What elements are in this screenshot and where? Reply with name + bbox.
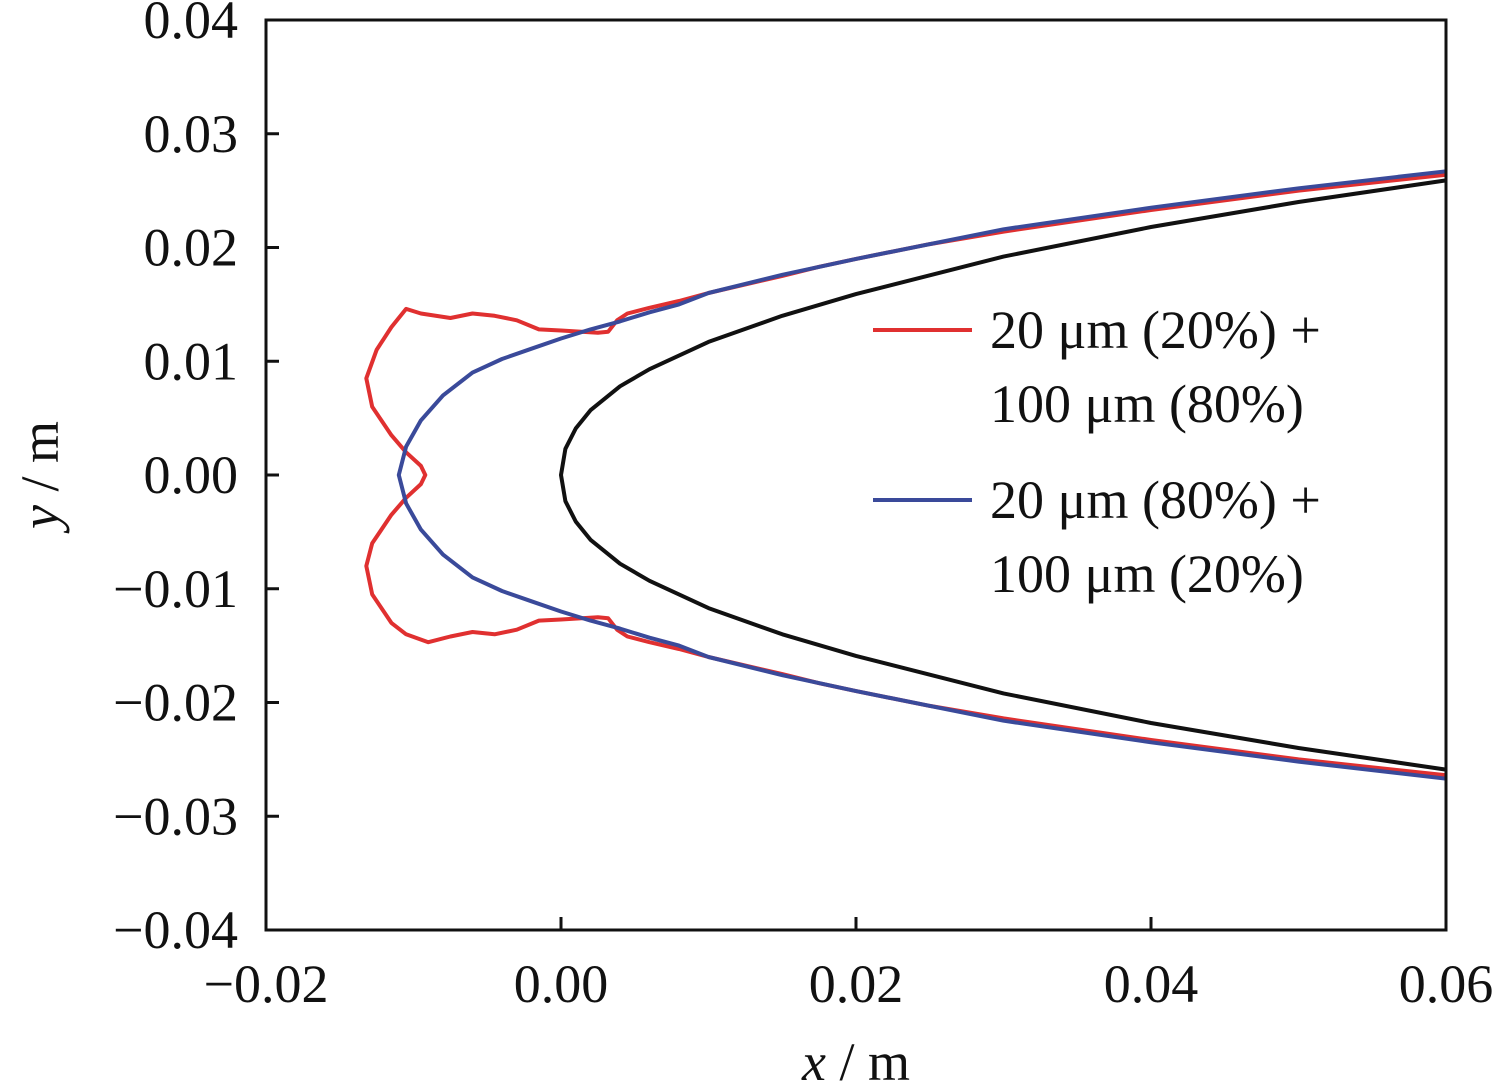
legend-label: 100 μm (80%): [990, 374, 1304, 434]
y-tick-label: −0.02: [113, 673, 238, 733]
x-axis-unit: / m: [826, 1032, 910, 1085]
y-tick-label: 0.02: [144, 218, 239, 278]
x-tick-label: 0.00: [514, 954, 609, 1014]
y-tick-label: −0.03: [113, 786, 238, 846]
legend-label: 20 μm (80%) +: [990, 470, 1321, 530]
y-tick-label: 0.03: [144, 104, 239, 164]
legend-item: 20 μm (20%) + 100 μm (80%): [873, 300, 1321, 434]
legend: 20 μm (20%) + 100 μm (80%) 20 μm (80%) + 10…: [873, 300, 1321, 604]
x-tick-label: −0.02: [204, 954, 329, 1014]
tick-labels: −0.02 0.00 0.02 0.04 0.06 −0.04 −0.03 −0.02 −0.0…: [113, 0, 1493, 1014]
legend-item: 20 μm (80%) + 100 μm (20%): [873, 470, 1321, 604]
plot-frame: [264, 18, 1448, 932]
y-tick-label: −0.04: [113, 900, 238, 960]
x-tick-label: 0.02: [809, 954, 904, 1014]
y-axis-variable: y: [10, 505, 70, 534]
legend-label: 100 μm (20%): [990, 544, 1304, 604]
y-tick-label: −0.01: [113, 559, 238, 619]
series-line-blue: [396, 169, 1447, 781]
x-axis-variable: x: [801, 1032, 826, 1085]
y-axis-title: y / m: [10, 421, 70, 534]
y-tick-label: 0.01: [144, 331, 239, 391]
series-line-black: [559, 178, 1447, 772]
y-tick-label: 0.00: [144, 445, 239, 505]
y-axis-unit: / m: [10, 421, 70, 505]
data-series: [364, 169, 1447, 781]
y-tick-label: 0.04: [144, 0, 239, 50]
series-line-red: [364, 172, 1447, 778]
x-axis-title: x / m: [801, 1032, 910, 1085]
x-tick-label: 0.06: [1399, 954, 1494, 1014]
legend-label: 20 μm (20%) +: [990, 300, 1321, 360]
x-tick-label: 0.04: [1104, 954, 1199, 1014]
